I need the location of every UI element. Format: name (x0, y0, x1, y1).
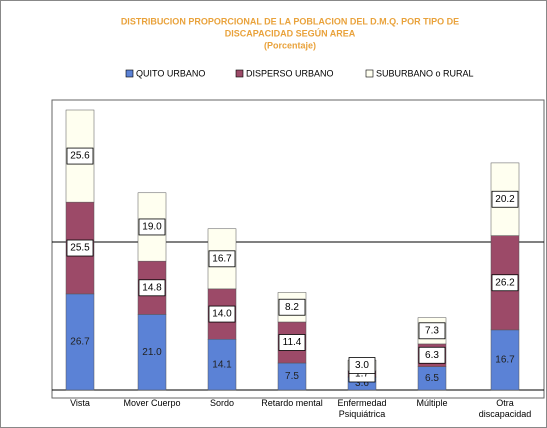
x-tick-label: Enfermedad Psiquiátrica (337, 398, 387, 419)
x-tick-label: Múltiple (416, 398, 448, 408)
legend-swatch (365, 69, 374, 78)
value-label: 25.6 (70, 151, 90, 162)
label-box (66, 239, 94, 257)
value-label: 26.7 (70, 337, 90, 348)
label-box (208, 250, 236, 268)
value-label: 16.7 (495, 355, 515, 366)
legend-label: QUITO URBANO (136, 68, 205, 78)
label-box (418, 346, 446, 364)
chart-title: DISTRIBUCION PROPORCIONAL DE LA POBLACIO… (121, 16, 459, 26)
value-label: 6.5 (425, 373, 439, 384)
legend-swatch (125, 69, 134, 78)
legend-swatch (235, 69, 244, 78)
label-box (138, 279, 166, 297)
label-box (208, 305, 236, 323)
legend-label: SUBURBANO o RURAL (376, 68, 474, 78)
value-label: 1.7 (355, 369, 369, 380)
bar-segment (65, 293, 95, 391)
label-box (278, 298, 306, 316)
value-label: 16.7 (212, 253, 232, 264)
label-box (138, 218, 166, 236)
value-label: 3.0 (355, 360, 369, 371)
label-box (491, 274, 519, 292)
x-tick-label: Sordo (209, 398, 235, 408)
x-tick-label: Otra discapacidad (478, 398, 532, 419)
value-label: 14.0 (212, 309, 232, 320)
value-label: 3.6 (355, 378, 369, 389)
legend-label: DISPERSO URBANO (246, 68, 334, 78)
chart-title: (Porcentaje) (264, 40, 316, 50)
bar-segment (207, 339, 237, 391)
x-tick-label: Mover Cuerpo (123, 398, 181, 408)
label-box (348, 357, 376, 374)
value-label: 26.2 (495, 277, 515, 288)
value-label: 20.2 (495, 194, 515, 205)
value-label: 7.3 (425, 325, 439, 336)
value-label: 11.4 (283, 337, 302, 348)
label-box (278, 334, 306, 351)
value-label: 8.2 (285, 302, 299, 313)
x-tick-label: Vista (70, 398, 90, 408)
bar-segment (277, 362, 307, 391)
value-label: 19.0 (142, 222, 162, 233)
value-label: 25.5 (70, 243, 90, 254)
bar-segment (490, 329, 520, 391)
value-label: 7.5 (285, 371, 299, 382)
label-box (418, 322, 446, 340)
value-label: 6.3 (425, 350, 439, 361)
label-box (491, 190, 519, 208)
x-tick-label: Retardo mental (261, 398, 323, 408)
value-label: 21.0 (142, 347, 162, 358)
plot-frame (51, 99, 545, 399)
value-label: 14.1 (212, 359, 232, 370)
value-label: 14.8 (142, 282, 162, 293)
label-box (66, 147, 94, 165)
chart-title: DISCAPACIDAD SEGÚN AREA (225, 27, 356, 38)
